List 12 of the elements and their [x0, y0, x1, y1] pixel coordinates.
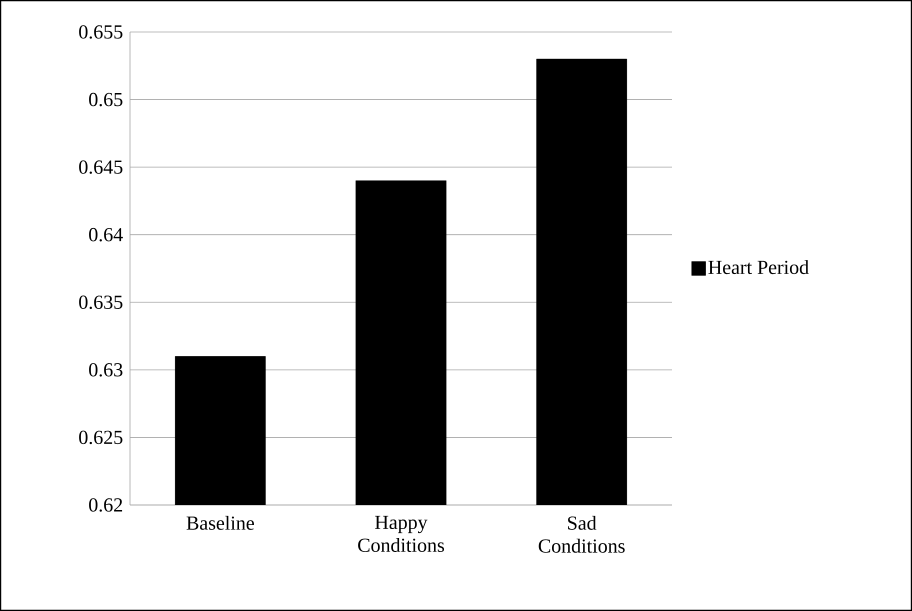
y-tick-label: 0.635	[79, 296, 122, 310]
y-tick-label: 0.64	[89, 228, 123, 242]
y-tick-label: 0.625	[79, 430, 122, 444]
y-tick-label: 0.62	[89, 498, 122, 512]
y-tick-label: 0.65	[89, 92, 122, 106]
x-tick-label: Baseline	[186, 516, 254, 530]
y-tick-label: 0.63	[89, 363, 122, 377]
x-tick-label: Happy Conditions	[358, 516, 444, 552]
legend-label: Heart Period	[708, 260, 809, 274]
y-tick-label: 0.645	[79, 160, 122, 174]
y-tick-label: 0.655	[79, 25, 122, 39]
x-tick-label: Sad Conditions	[538, 516, 625, 553]
